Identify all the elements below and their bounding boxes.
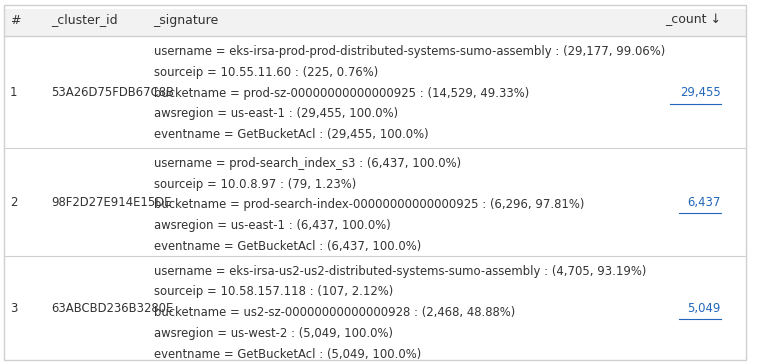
Text: bucketname = us2-sz-00000000000000928 : (2,468, 48.88%): bucketname = us2-sz-00000000000000928 : …: [154, 306, 515, 319]
Text: sourceip = 10.58.157.118 : (107, 2.12%): sourceip = 10.58.157.118 : (107, 2.12%): [154, 285, 393, 298]
Text: _cluster_id: _cluster_id: [51, 13, 118, 27]
Text: 3: 3: [9, 302, 17, 314]
Text: bucketname = prod-search-index-00000000000000925 : (6,296, 97.81%): bucketname = prod-search-index-000000000…: [154, 198, 584, 211]
Text: bucketname = prod-sz-00000000000000925 : (14,529, 49.33%): bucketname = prod-sz-00000000000000925 :…: [154, 87, 529, 100]
Text: username = prod-search_index_s3 : (6,437, 100.0%): username = prod-search_index_s3 : (6,437…: [154, 157, 461, 170]
Text: 98F2D27E914E15DE: 98F2D27E914E15DE: [51, 195, 172, 209]
Text: eventname = GetBucketAcl : (5,049, 100.0%): eventname = GetBucketAcl : (5,049, 100.0…: [154, 348, 421, 361]
Text: _signature: _signature: [154, 13, 219, 27]
Text: 6,437: 6,437: [687, 195, 721, 209]
Text: 5,049: 5,049: [687, 302, 721, 314]
Text: eventname = GetBucketAcl : (6,437, 100.0%): eventname = GetBucketAcl : (6,437, 100.0…: [154, 240, 421, 253]
Text: #: #: [9, 13, 20, 27]
Text: awsregion = us-west-2 : (5,049, 100.0%): awsregion = us-west-2 : (5,049, 100.0%): [154, 327, 392, 340]
Text: awsregion = us-east-1 : (6,437, 100.0%): awsregion = us-east-1 : (6,437, 100.0%): [154, 219, 390, 232]
Text: 53A26D75FDB67C8B: 53A26D75FDB67C8B: [51, 86, 174, 99]
Bar: [4, 9, 746, 36]
Text: username = eks-irsa-us2-us2-distributed-systems-sumo-assembly : (4,705, 93.19%): username = eks-irsa-us2-us2-distributed-…: [154, 265, 646, 278]
Text: 2: 2: [9, 195, 17, 209]
Text: 29,455: 29,455: [680, 86, 721, 99]
Text: 1: 1: [9, 86, 17, 99]
Text: sourceip = 10.55.11.60 : (225, 0.76%): sourceip = 10.55.11.60 : (225, 0.76%): [154, 66, 378, 79]
Text: awsregion = us-east-1 : (29,455, 100.0%): awsregion = us-east-1 : (29,455, 100.0%): [154, 107, 398, 120]
Text: _count ↓: _count ↓: [665, 13, 721, 27]
Text: sourceip = 10.0.8.97 : (79, 1.23%): sourceip = 10.0.8.97 : (79, 1.23%): [154, 178, 356, 191]
Text: 63ABCBD236B3280E: 63ABCBD236B3280E: [51, 302, 173, 314]
Text: eventname = GetBucketAcl : (29,455, 100.0%): eventname = GetBucketAcl : (29,455, 100.…: [154, 128, 428, 141]
Text: username = eks-irsa-prod-prod-distributed-systems-sumo-assembly : (29,177, 99.06: username = eks-irsa-prod-prod-distribute…: [154, 45, 665, 58]
